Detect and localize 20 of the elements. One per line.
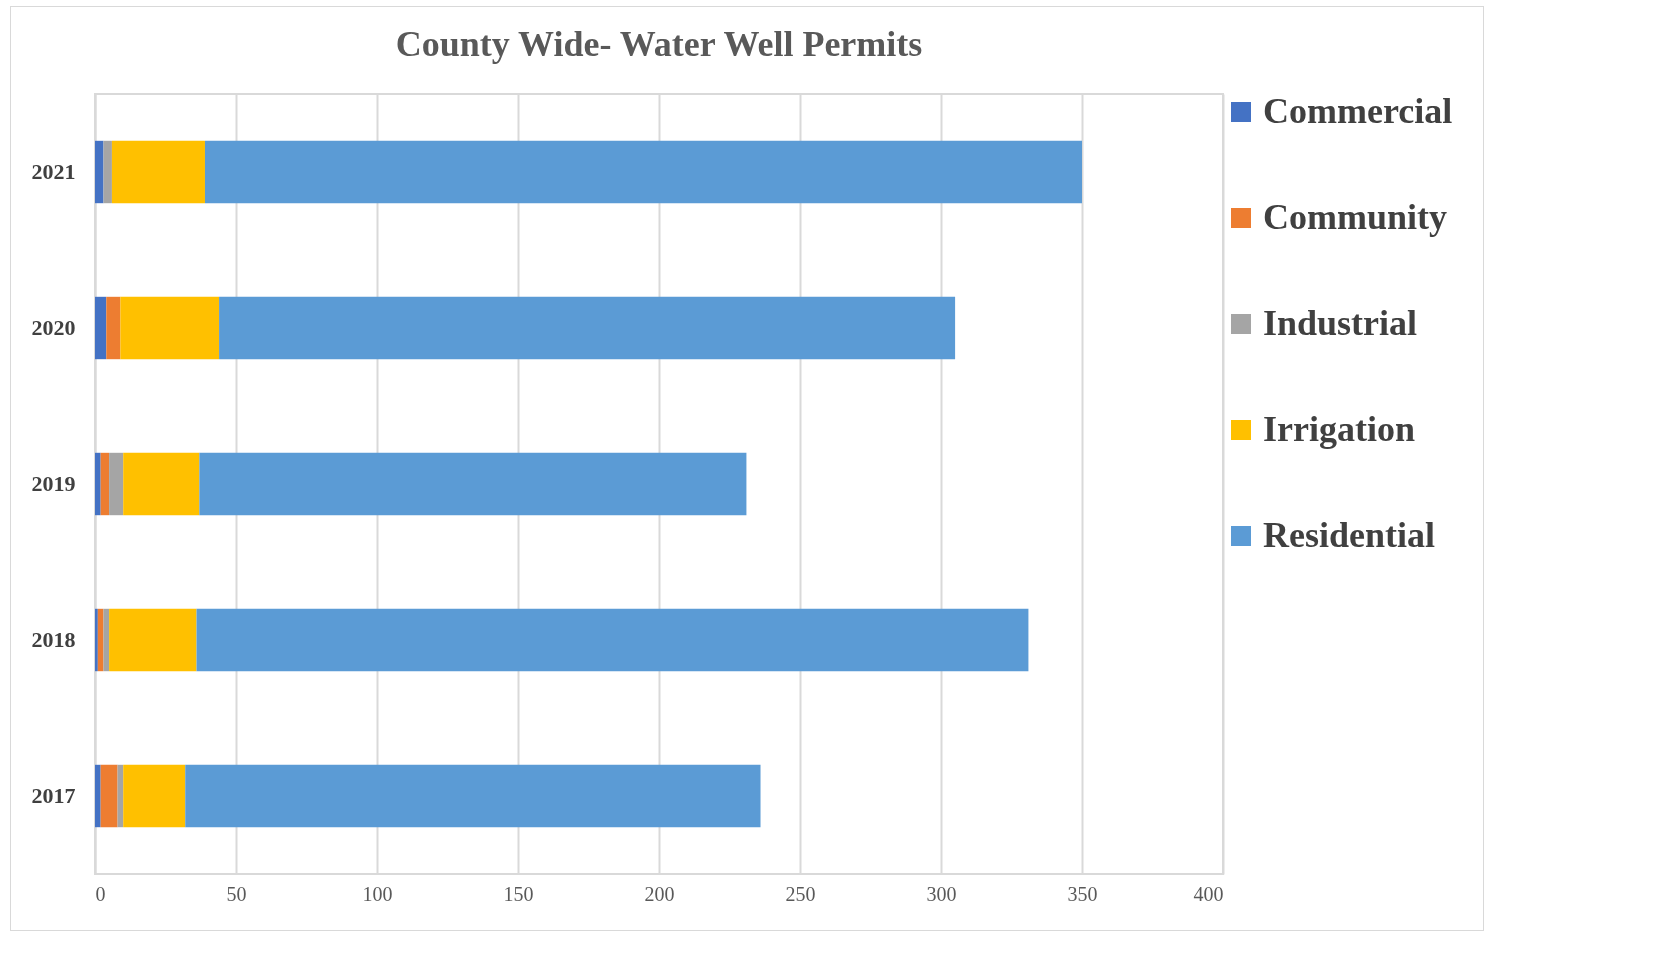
x-tick-label: 50 (226, 882, 247, 905)
x-tick-label: 100 (362, 882, 393, 905)
x-tick-label: 300 (926, 882, 957, 905)
legend-label: Community (1263, 197, 1448, 237)
legend-label: Irrigation (1263, 409, 1415, 449)
y-tick-label: 2018 (31, 627, 76, 652)
x-tick-label: 400 (1193, 882, 1224, 905)
legend-label: Industrial (1263, 303, 1418, 343)
chart-title: County Wide- Water Well Permits (395, 24, 923, 64)
x-tick-label: 0 (95, 882, 106, 905)
y-tick-label: 2020 (31, 315, 76, 340)
y-tick-label: 2019 (31, 471, 76, 496)
x-tick-label: 150 (503, 882, 534, 905)
legend-label: Residential (1263, 515, 1436, 555)
x-tick-label: 200 (644, 882, 675, 905)
y-tick-label: 2021 (31, 159, 76, 184)
y-tick-label: 2017 (31, 783, 76, 808)
x-tick-label: 250 (785, 882, 816, 905)
legend-label: Commercial (1263, 91, 1453, 131)
x-tick-label: 350 (1067, 882, 1098, 905)
